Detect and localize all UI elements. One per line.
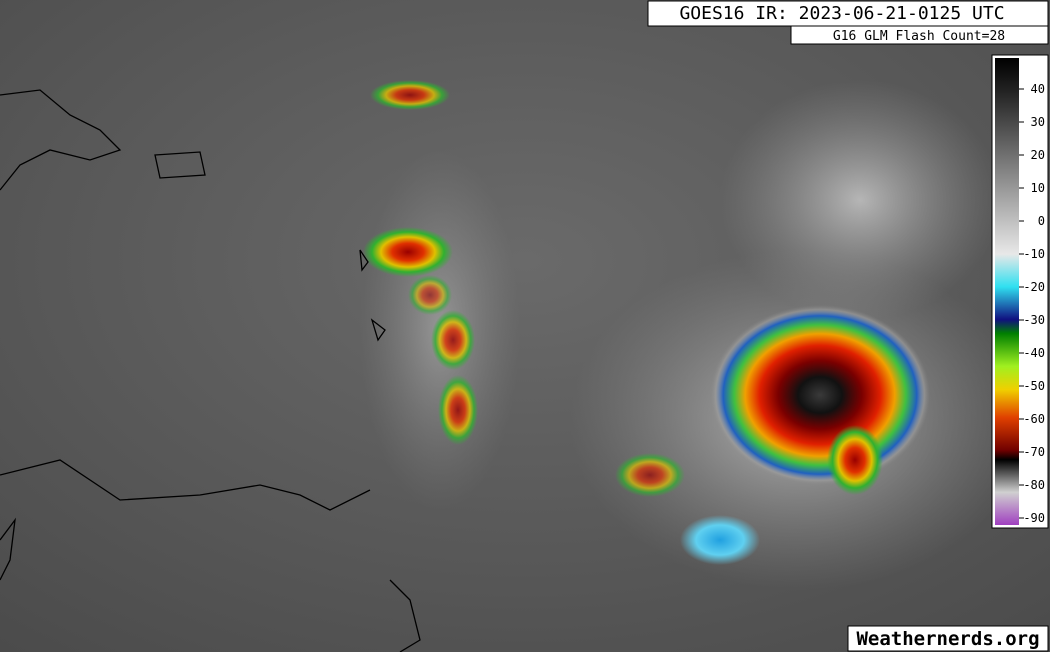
tick-label: 0 <box>1038 214 1045 228</box>
tick-label: -60 <box>1023 412 1045 426</box>
tick-label: 40 <box>1031 82 1045 96</box>
credit-box <box>847 625 1049 652</box>
tick-label: 10 <box>1031 181 1045 195</box>
subtitle-box <box>790 25 1049 45</box>
tick-label: -20 <box>1023 280 1045 294</box>
tick-label: -40 <box>1023 346 1045 360</box>
coastlines <box>0 89 421 652</box>
tick-label: -30 <box>1023 313 1045 327</box>
subtitle: G16 GLM Flash Count=28 <box>833 29 1005 44</box>
tick-label: -70 <box>1023 445 1045 459</box>
tick-label: -10 <box>1023 247 1045 261</box>
tick-label: 30 <box>1031 115 1045 129</box>
tick-label: -80 <box>1023 478 1045 492</box>
tick-label: 20 <box>1031 148 1045 162</box>
colorbar-ticks: 40 30 20 10 0 -10 -20 -30 -40 -50 -60 -70 -80 -90 <box>1019 82 1045 525</box>
colorbar <box>995 58 1019 525</box>
clouds <box>360 80 1030 590</box>
title: GOES16 IR: 2023-06-21-0125 UTC <box>679 3 1004 24</box>
credit: Weathernerds.org <box>856 628 1039 650</box>
tick-label: -50 <box>1023 379 1045 393</box>
tick-label: -90 <box>1023 511 1045 525</box>
title-box <box>647 0 1049 27</box>
